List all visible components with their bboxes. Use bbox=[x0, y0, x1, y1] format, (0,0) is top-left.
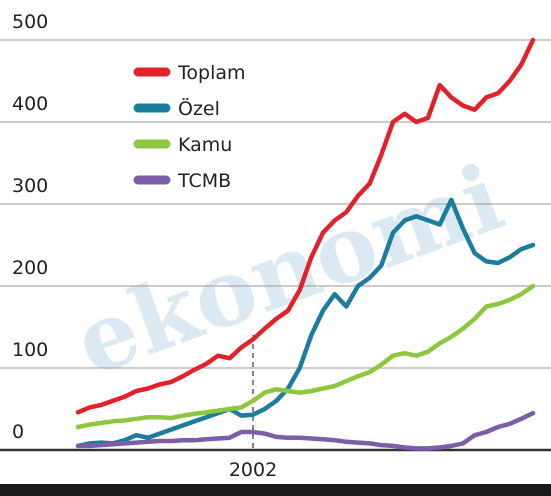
y-tick-label: 100 bbox=[12, 339, 48, 361]
legend-label: Kamu bbox=[178, 134, 232, 156]
y-tick-label: 200 bbox=[12, 257, 48, 279]
y-tick-label: 500 bbox=[12, 11, 48, 33]
bottom-bar bbox=[0, 484, 551, 496]
series-line bbox=[75, 283, 536, 430]
x-tick-label: 2002 bbox=[229, 459, 277, 481]
legend-label: Özel bbox=[178, 97, 220, 120]
y-tick-label: 0 bbox=[12, 421, 24, 443]
y-tick-label: 300 bbox=[12, 175, 48, 197]
series-line bbox=[75, 197, 536, 449]
y-tick-label: 400 bbox=[12, 93, 48, 115]
series-line bbox=[75, 410, 536, 451]
legend-label: Toplam bbox=[177, 62, 246, 84]
legend-label: TCMB bbox=[177, 170, 231, 192]
series-line bbox=[75, 37, 536, 415]
